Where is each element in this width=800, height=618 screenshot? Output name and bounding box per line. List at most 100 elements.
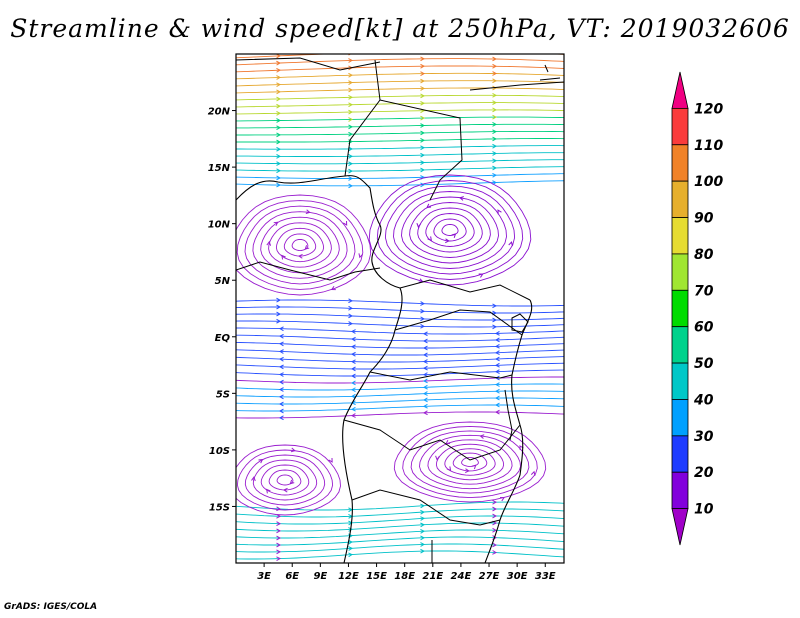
vortex-streamline (236, 194, 372, 296)
streamline-arrow (276, 154, 282, 159)
lon-tick-label: 15E (366, 571, 387, 582)
vortex-streamline (417, 207, 483, 253)
streamline-arrow (492, 143, 498, 149)
colorbar-label: 50 (694, 356, 714, 372)
streamline-arrow (350, 359, 356, 365)
streamline-arrow (420, 535, 426, 541)
streamline-arrow (348, 176, 354, 181)
streamline-arrow (420, 542, 426, 547)
streamline-arrow (422, 331, 428, 337)
colorbar-swatch (671, 435, 689, 473)
streamline-arrow (492, 54, 493, 55)
streamline-arrow (494, 375, 500, 381)
streamline (236, 341, 564, 349)
colorbar-swatch (671, 253, 689, 291)
lon-tick-label: 24E (451, 571, 472, 582)
colorbar-label: 90 (694, 211, 714, 227)
streamline (236, 80, 564, 87)
streamline-arrow (422, 384, 428, 390)
streamline-arrow (278, 379, 284, 385)
streamline-arrow (492, 122, 498, 127)
streamline (236, 299, 564, 307)
vortex-streamline (410, 430, 530, 494)
streamline-arrow (348, 124, 354, 130)
streamline-arrow (492, 85, 498, 91)
streamline-arrow (282, 487, 288, 493)
streamline-arrow (348, 183, 354, 189)
streamline (236, 508, 564, 518)
colorbar-label: 10 (694, 502, 714, 518)
streamline-arrow (494, 395, 500, 401)
streamline-arrow (276, 82, 282, 88)
streamline-arrow (350, 336, 356, 342)
lon-tick-label: 33E (535, 571, 556, 582)
streamline-arrow (492, 513, 498, 519)
streamline-arrow (276, 139, 282, 145)
colorbar: 120 110 100 90 80 70 60 50 40 30 20 10 (671, 71, 723, 546)
streamline (236, 320, 564, 328)
streamline-arrow (276, 89, 282, 95)
streamline-arrow (420, 100, 426, 106)
streamline-arrow (416, 223, 422, 228)
streamline-arrow (494, 409, 500, 415)
colorbar-label: 80 (694, 247, 714, 263)
streamline-arrow (276, 304, 282, 310)
streamline-arrow (492, 499, 498, 505)
streamline-arrow (297, 253, 303, 259)
vortex-streamline (236, 444, 341, 516)
vortex-streamline (393, 191, 507, 269)
streamline-arrow (348, 102, 354, 108)
coastlines-borders (236, 57, 564, 563)
lat-tick-label: 10S (209, 446, 230, 457)
streamline-arrow (348, 153, 354, 159)
vortex-streamline (260, 216, 340, 274)
streamline-arrow (494, 382, 500, 387)
streamline-arrow (420, 115, 426, 121)
streamline-arrow (492, 114, 498, 120)
streamline-arrow (350, 393, 356, 399)
streamline (236, 390, 564, 398)
streamline-arrow (422, 352, 428, 358)
streamline-arrow (458, 196, 464, 201)
vortex-streamline (368, 174, 532, 286)
streamline-arrow (278, 333, 284, 339)
streamline-arrow (278, 387, 284, 392)
colorbar-swatch (671, 71, 689, 109)
lon-tick-label: 30E (507, 571, 528, 582)
streamline-arrow (330, 285, 336, 291)
streamline-arrow (350, 344, 356, 350)
streamline-arrow (420, 548, 426, 554)
streamline-arrow (494, 402, 500, 408)
streamline-arrow (276, 182, 282, 188)
streamline (236, 550, 564, 560)
streamline-arrow (348, 552, 354, 558)
streamline-arrow (278, 408, 284, 414)
streamline-arrow (348, 87, 354, 93)
streamline-arrow (420, 49, 424, 53)
streamline-arrow (426, 203, 432, 209)
streamline-arrow (278, 356, 284, 362)
streamline-arrow (350, 413, 356, 418)
colorbar-swatch (671, 508, 689, 546)
streamline-arrow (276, 54, 282, 59)
streamline-arrow (348, 109, 354, 115)
streamline-arrow (276, 318, 282, 324)
streamline (236, 306, 564, 314)
streamline-arrow (492, 56, 498, 62)
streamline-arrow (530, 470, 536, 476)
lon-tick-label: 18E (394, 571, 415, 582)
lat-tick-label: 20N (208, 107, 231, 118)
footer-credit: GrADS: IGES/COLA (4, 602, 98, 612)
streamline-arrow (276, 110, 282, 116)
streamline-arrow (278, 415, 284, 421)
colorbar-label: 100 (694, 174, 723, 190)
streamline-arrow (276, 506, 282, 512)
streamline-arrow (276, 125, 282, 131)
vortex-streamline (376, 180, 524, 280)
streamline-arrow (348, 527, 354, 532)
streamline (236, 522, 564, 532)
streamline-arrow (464, 468, 470, 473)
streamline-arrow (348, 58, 354, 63)
streamline-arrow (348, 546, 354, 551)
streamline-arrow (494, 331, 500, 336)
